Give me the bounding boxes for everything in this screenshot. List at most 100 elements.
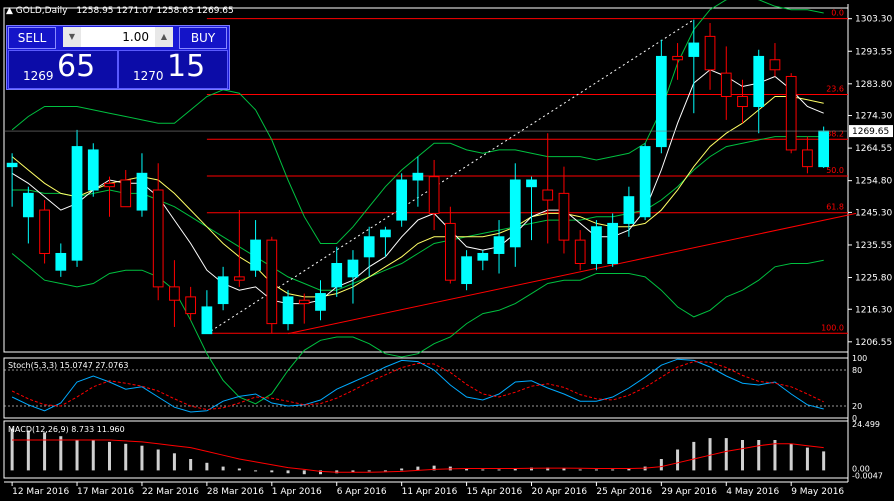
candle-bull [396, 179, 408, 221]
candle-bear [802, 149, 813, 168]
candle-bear [737, 96, 748, 108]
candle-bull [591, 226, 602, 264]
candle-bear [120, 179, 132, 208]
macd-histogram-bar [481, 469, 485, 471]
candle-bull [623, 196, 635, 224]
y-tick-label: 1303.30 [855, 15, 892, 25]
candle-bear [104, 182, 115, 188]
macd-histogram-bar [205, 462, 209, 471]
sell-price[interactable]: 1269 65 [8, 49, 118, 89]
candle-bull [639, 146, 651, 218]
candle-bear [233, 276, 245, 281]
candle-bear [428, 176, 440, 214]
ma-fast-line [11, 69, 824, 305]
macd-histogram-bar [351, 470, 355, 473]
fib-level-label: 61.8 [826, 203, 844, 212]
candle-bull [315, 293, 326, 311]
macd-histogram-bar [594, 469, 598, 471]
x-tick-label: 15 Apr 2016 [467, 487, 523, 497]
candle-bull [380, 229, 391, 238]
band-upper-line [11, 0, 824, 244]
buy-button[interactable]: BUY [179, 27, 227, 49]
ma-slow-line [11, 96, 824, 298]
candle-bull [282, 296, 294, 325]
stoch-title: Stoch(5,3,3) 15.0747 27.0763 [8, 361, 128, 370]
candle-bull [22, 192, 34, 218]
macd-histogram-bar [319, 470, 322, 475]
candle-bull [461, 256, 472, 285]
macd-histogram-bar [416, 466, 420, 471]
candle-bear [672, 55, 683, 61]
macd-tick-label: 24.499 [852, 420, 880, 429]
macd-histogram-bar [432, 465, 436, 471]
candle-bull [347, 259, 359, 278]
macd-histogram-bar [140, 445, 144, 471]
buy-price[interactable]: 1270 15 [118, 49, 228, 89]
macd-histogram-bar [221, 466, 225, 471]
sell-price-pips: 65 [57, 49, 96, 84]
band-middle-line [12, 136, 824, 291]
macd-histogram-bar [676, 449, 680, 471]
macd-signal-line [12, 439, 824, 473]
macd-histogram-bar [383, 470, 387, 472]
candle-bear [574, 239, 586, 264]
macd-histogram-bar [400, 468, 404, 471]
y-tick-label: 1274.30 [855, 112, 892, 122]
macd-histogram-bar [108, 441, 111, 471]
fib-anchor-dotted-line [206, 19, 695, 335]
macd-histogram-bar [789, 443, 793, 471]
macd-tick-label: 0.00 [852, 464, 870, 473]
macd-histogram-bar [708, 438, 712, 471]
candle-bull [71, 146, 83, 261]
candle-bear [720, 72, 732, 98]
band-lower-line [11, 253, 824, 405]
macd-histogram-bar [254, 470, 258, 472]
candle-bear [785, 75, 797, 151]
x-tick-label: 12 Mar 2016 [12, 487, 69, 497]
macd-histogram-bar [611, 469, 615, 471]
macd-title: MACD(12,26,9) 8.733 11.960 [8, 425, 125, 434]
x-tick-label: 9 May 2016 [791, 487, 844, 497]
chart-header: ▲ GOLD,Daily 1258.95 1271.07 1258.63 126… [6, 6, 234, 16]
sell-button[interactable]: SELL [8, 27, 56, 49]
y-tick-label: 1264.55 [855, 144, 892, 154]
macd-histogram-bar [578, 469, 582, 471]
buy-price-pips: 15 [167, 49, 206, 84]
stoch-tick-label: 100 [852, 354, 867, 363]
macd-histogram-bar [124, 443, 128, 471]
candle-bear [769, 59, 781, 71]
y-tick-label: 1225.80 [855, 274, 892, 284]
macd-histogram-bar [692, 441, 696, 471]
macd-histogram-bar [10, 428, 14, 471]
increase-icon[interactable]: ▲ [155, 27, 173, 47]
macd-histogram-bar [513, 468, 517, 471]
macd-histogram-bar [497, 469, 501, 471]
macd-histogram-bar [91, 440, 95, 471]
macd-tick-label: -0.0047 [852, 471, 883, 480]
candle-bull [607, 222, 619, 264]
decrease-icon[interactable]: ▼ [63, 27, 81, 47]
candle-bull [87, 149, 99, 191]
macd-histogram-bar [237, 468, 241, 471]
candle-bull [217, 276, 229, 305]
fib-level-label: 50.0 [826, 166, 844, 175]
macd-histogram-bar [724, 438, 728, 471]
y-tick-label: 1293.55 [855, 47, 892, 57]
candle-bull [688, 42, 700, 57]
quantity-stepper[interactable]: ▼ 1.00 ▲ [63, 27, 173, 47]
current-price-tag [849, 125, 893, 138]
x-tick-label: 20 Apr 2016 [532, 487, 588, 497]
candle-bull [201, 306, 213, 335]
macd-histogram-bar [43, 432, 47, 471]
candle-bull [493, 236, 505, 254]
stoch-signal-line [11, 361, 824, 411]
stoch-tick-label: 80 [852, 366, 862, 375]
quantity-value[interactable]: 1.00 [122, 30, 149, 44]
stoch-main-line [11, 358, 824, 413]
candle-bear [558, 192, 570, 241]
fib-level-label: 38.2 [826, 129, 844, 138]
macd-histogram-bar [286, 470, 290, 474]
stoch-tick-label: 0 [852, 414, 857, 423]
candle-bull [136, 172, 148, 211]
